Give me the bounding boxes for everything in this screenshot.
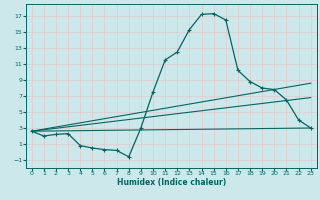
X-axis label: Humidex (Indice chaleur): Humidex (Indice chaleur) <box>116 178 226 187</box>
